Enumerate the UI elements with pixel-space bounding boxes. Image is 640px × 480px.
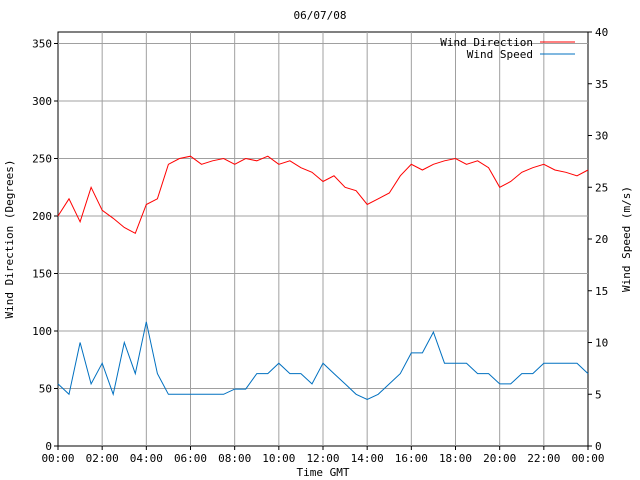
x-tick-label: 06:00 bbox=[174, 452, 207, 465]
x-tick-label: 04:00 bbox=[130, 452, 163, 465]
x-tick-label: 22:00 bbox=[527, 452, 560, 465]
y-left-tick-label: 50 bbox=[39, 383, 52, 396]
x-tick-label: 12:00 bbox=[306, 452, 339, 465]
y-left-tick-label: 250 bbox=[32, 153, 52, 166]
y-right-axis-ticks: 0 5 10 15 20 25 30 35 40 bbox=[588, 26, 608, 453]
x-tick-label: 20:00 bbox=[483, 452, 516, 465]
y-right-tick-label: 15 bbox=[595, 285, 608, 298]
y-left-tick-label: 150 bbox=[32, 268, 52, 281]
x-axis-ticks: 00:00 02:00 04:00 06:00 08:00 10:00 12:00 14:00… bbox=[41, 446, 605, 465]
y-right-tick-label: 20 bbox=[595, 233, 608, 246]
y-left-axis-label: Wind Direction (Degrees) bbox=[3, 160, 16, 319]
y-right-tick-label: 25 bbox=[595, 181, 608, 194]
y-right-tick-label: 0 bbox=[595, 440, 602, 453]
series-line-wind-speed bbox=[57, 321, 589, 400]
x-tick-label: 00:00 bbox=[571, 452, 604, 465]
y-left-axis-ticks: 0 50 100 150 200 250 300 350 bbox=[32, 38, 58, 453]
x-tick-label: 10:00 bbox=[262, 452, 295, 465]
y-right-tick-label: 5 bbox=[595, 388, 602, 401]
y-right-tick-label: 10 bbox=[595, 337, 608, 350]
legend-label-wind-direction: Wind Direction bbox=[440, 36, 533, 49]
series-group bbox=[57, 155, 589, 400]
y-right-axis-label: Wind Speed (m/s) bbox=[620, 186, 633, 292]
x-tick-label: 02:00 bbox=[86, 452, 119, 465]
y-right-tick-label: 35 bbox=[595, 78, 608, 91]
legend: Wind Direction Wind Speed bbox=[440, 36, 575, 61]
x-tick-label: 08:00 bbox=[218, 452, 251, 465]
x-tick-label: 18:00 bbox=[439, 452, 472, 465]
y-left-tick-label: 100 bbox=[32, 325, 52, 338]
x-tick-label: 16:00 bbox=[395, 452, 428, 465]
grid-lines bbox=[58, 32, 588, 446]
legend-label-wind-speed: Wind Speed bbox=[467, 48, 533, 61]
x-axis-label: Time GMT bbox=[297, 466, 350, 479]
y-left-tick-label: 0 bbox=[45, 440, 52, 453]
y-right-tick-label: 30 bbox=[595, 130, 608, 143]
chart-title: 06/07/08 bbox=[294, 9, 347, 22]
y-left-tick-label: 300 bbox=[32, 95, 52, 108]
y-left-tick-label: 200 bbox=[32, 210, 52, 223]
x-tick-label: 00:00 bbox=[41, 452, 74, 465]
y-left-tick-label: 350 bbox=[32, 38, 52, 51]
x-tick-label: 14:00 bbox=[351, 452, 384, 465]
y-right-tick-label: 40 bbox=[595, 26, 608, 39]
series-line-wind-direction bbox=[57, 155, 589, 235]
